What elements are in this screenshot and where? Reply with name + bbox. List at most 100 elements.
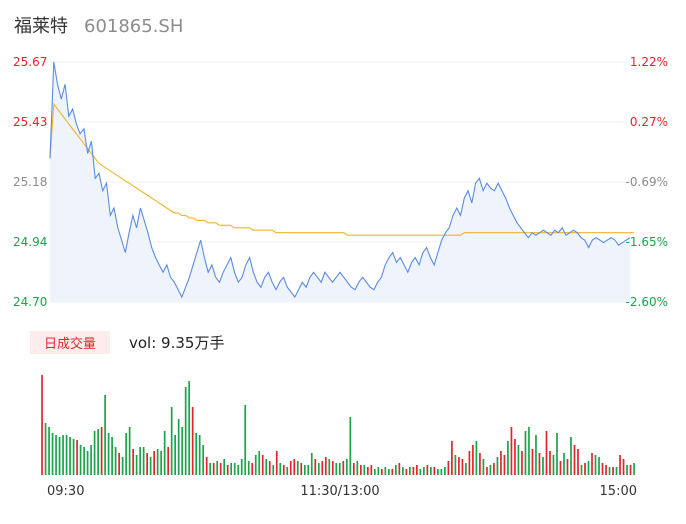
volume-bar xyxy=(97,429,99,475)
volume-bar xyxy=(465,463,467,475)
volume-bar xyxy=(282,465,285,475)
stock-name: 福莱特 xyxy=(14,16,68,37)
volume-bar xyxy=(293,459,296,475)
volume-bar xyxy=(69,437,71,475)
volume-bar xyxy=(286,467,289,475)
volume-bar xyxy=(230,463,233,475)
volume-bar xyxy=(226,465,229,475)
volume-bar xyxy=(181,427,184,475)
volume-bar xyxy=(90,445,92,475)
volume-bar xyxy=(198,435,201,475)
y-tick-label-left: 25.18 xyxy=(13,175,47,189)
volume-bar xyxy=(349,417,352,475)
volume-bar xyxy=(338,463,341,475)
volume-bar xyxy=(398,463,401,475)
stock-header: 福莱特 601865.SH xyxy=(14,12,183,38)
volume-bar xyxy=(387,469,390,475)
volume-bar xyxy=(170,407,173,475)
volume-bar xyxy=(55,435,57,475)
volume-bar xyxy=(233,463,236,475)
y-tick-label-right: 1.22% xyxy=(630,55,668,69)
volume-bar xyxy=(279,463,282,475)
y-tick-label-right: -0.69% xyxy=(626,175,668,189)
volume-bar xyxy=(335,463,338,475)
volume-bars xyxy=(41,375,635,475)
volume-bar xyxy=(622,459,625,475)
volume-bar xyxy=(584,463,586,475)
volume-bar xyxy=(205,457,208,475)
volume-bar xyxy=(44,423,47,475)
y-axis-right: 1.22% 0.27% -0.69% -1.65% -2.60% xyxy=(626,55,668,309)
volume-bar xyxy=(531,449,534,475)
volume-bar xyxy=(615,467,618,475)
volume-bar xyxy=(163,431,166,475)
volume-bar xyxy=(426,465,429,475)
x-axis: 09:30 11:30/13:00 15:00 xyxy=(47,484,637,499)
volume-bar xyxy=(79,445,82,475)
volume-bar xyxy=(93,431,96,475)
volume-bar xyxy=(524,431,527,475)
volume-bar xyxy=(517,445,520,475)
volume-bar xyxy=(409,467,411,475)
volume-bar xyxy=(479,453,481,475)
volume-bar xyxy=(352,463,355,475)
volume-bar xyxy=(219,463,222,475)
volume-bar xyxy=(223,459,226,475)
volume-bar xyxy=(310,453,313,475)
volume-bar xyxy=(514,439,516,475)
volume-bar xyxy=(237,465,240,475)
volume-bar xyxy=(153,451,155,475)
volume-bar xyxy=(191,407,194,475)
volume-bar xyxy=(563,453,565,475)
volume-bar xyxy=(324,457,327,475)
volume-bar xyxy=(566,459,569,475)
volume-bar xyxy=(86,451,89,475)
volume-bar xyxy=(535,435,537,475)
volume-bar xyxy=(254,455,257,475)
volume-bar xyxy=(167,447,170,475)
volume-bar xyxy=(461,459,464,475)
volume-bar xyxy=(188,381,191,475)
volume-bar xyxy=(321,461,324,475)
volume-bar xyxy=(580,465,583,475)
volume-bar xyxy=(577,449,579,475)
volume-bar xyxy=(258,451,261,475)
volume-bar xyxy=(48,427,50,475)
volume-bar xyxy=(149,457,152,475)
volume-bar xyxy=(507,441,509,475)
volume-bar xyxy=(486,467,488,475)
volume-bar xyxy=(373,469,376,475)
volume-bar xyxy=(500,451,502,475)
volume-bar xyxy=(629,465,632,475)
volume-bar xyxy=(545,431,548,475)
y-tick-label-right: -2.60% xyxy=(626,295,668,309)
volume-bar xyxy=(216,461,219,475)
volume-bar xyxy=(209,463,212,475)
volume-bar xyxy=(328,459,331,475)
volume-bar xyxy=(489,465,492,475)
volume-bar xyxy=(384,467,387,475)
volume-bar xyxy=(275,451,278,475)
volume-bar xyxy=(356,461,359,475)
volume-bar xyxy=(118,453,120,475)
volume-bar xyxy=(437,469,439,475)
volume-label: vol: 9.35万手 xyxy=(129,334,225,352)
daily-volume-badge[interactable]: 日成交量 xyxy=(30,331,110,354)
volume-bar xyxy=(72,439,75,475)
volume-bar xyxy=(51,433,54,475)
x-tick-label: 15:00 xyxy=(600,484,637,499)
volume-bar xyxy=(440,469,443,475)
volume-bar xyxy=(125,433,127,475)
volume-bar xyxy=(202,445,205,475)
volume-bar xyxy=(559,461,562,475)
y-tick-label-left: 25.67 xyxy=(13,55,47,69)
volume-bar xyxy=(289,461,292,475)
y-tick-label-left: 24.94 xyxy=(13,235,47,249)
volume-bar xyxy=(303,465,306,475)
volume-bar xyxy=(380,469,383,475)
volume-bar xyxy=(573,445,576,475)
volume-bar xyxy=(538,453,541,475)
volume-bar xyxy=(307,465,310,475)
volume-bar xyxy=(549,451,551,475)
